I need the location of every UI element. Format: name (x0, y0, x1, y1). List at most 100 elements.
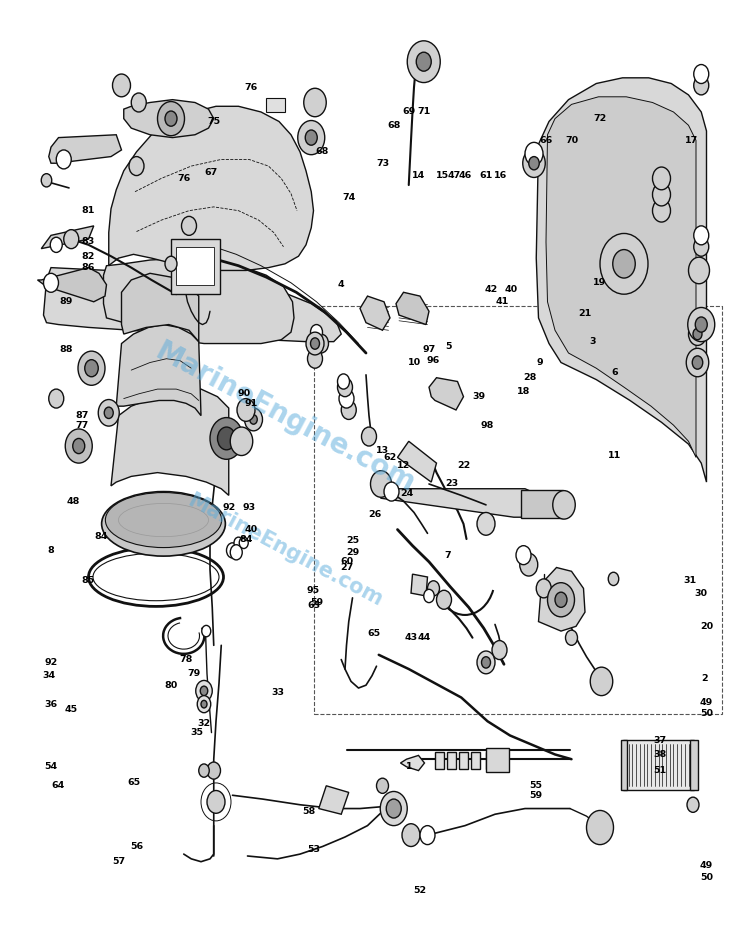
Text: 47: 47 (447, 171, 460, 180)
Text: MarineEngine.com: MarineEngine.com (184, 491, 386, 610)
Bar (621, 740, 627, 790)
Polygon shape (396, 292, 429, 325)
Text: 93: 93 (242, 503, 256, 512)
Circle shape (555, 592, 567, 607)
Text: 33: 33 (271, 688, 284, 698)
Text: 64: 64 (52, 781, 65, 791)
Text: 41: 41 (496, 297, 509, 307)
Circle shape (308, 349, 322, 368)
Circle shape (158, 102, 184, 136)
Polygon shape (49, 135, 122, 163)
Text: 34: 34 (42, 671, 56, 680)
Circle shape (338, 378, 352, 397)
Text: 30: 30 (694, 588, 708, 598)
Text: 38: 38 (653, 750, 667, 759)
Text: 46: 46 (458, 171, 472, 180)
Text: 44: 44 (417, 633, 430, 642)
Bar (447, 752, 456, 769)
Text: 88: 88 (59, 344, 73, 354)
Text: 50: 50 (700, 873, 713, 883)
Text: 63: 63 (307, 601, 320, 610)
Circle shape (65, 429, 92, 463)
Text: 23: 23 (445, 479, 458, 489)
Bar (622, 740, 694, 790)
Text: 9: 9 (537, 358, 543, 367)
Bar (495, 752, 504, 769)
Polygon shape (319, 786, 349, 814)
Circle shape (64, 230, 79, 249)
Polygon shape (398, 441, 436, 482)
Circle shape (56, 150, 71, 169)
Text: 92: 92 (44, 658, 58, 667)
Text: 4: 4 (338, 280, 344, 289)
Text: 59: 59 (310, 598, 323, 607)
Circle shape (362, 427, 376, 446)
Text: 72: 72 (593, 114, 607, 123)
Circle shape (477, 651, 495, 674)
Circle shape (652, 199, 670, 222)
Text: 13: 13 (376, 446, 389, 456)
Text: 35: 35 (190, 728, 203, 737)
Text: 57: 57 (112, 857, 125, 866)
Text: 76: 76 (177, 174, 190, 183)
Polygon shape (111, 389, 229, 495)
Text: 58: 58 (302, 807, 316, 816)
Polygon shape (124, 100, 214, 138)
Circle shape (520, 553, 538, 576)
Circle shape (529, 157, 539, 170)
Circle shape (688, 257, 709, 284)
Circle shape (250, 415, 257, 424)
Text: 84: 84 (239, 534, 253, 544)
Text: 55: 55 (530, 781, 543, 791)
Circle shape (234, 537, 243, 549)
Text: 1: 1 (406, 762, 412, 772)
Circle shape (694, 237, 709, 256)
Circle shape (226, 543, 238, 558)
Polygon shape (109, 106, 314, 270)
Text: 29: 29 (346, 548, 359, 557)
Text: 77: 77 (76, 420, 89, 430)
Circle shape (112, 74, 130, 97)
Circle shape (41, 174, 52, 187)
Circle shape (196, 680, 212, 701)
Circle shape (339, 389, 354, 408)
Text: 54: 54 (44, 762, 58, 772)
Text: 83: 83 (82, 237, 95, 247)
Circle shape (492, 641, 507, 660)
Polygon shape (381, 489, 540, 517)
Circle shape (692, 356, 703, 369)
Text: 89: 89 (59, 297, 73, 307)
Circle shape (201, 700, 207, 708)
Bar (435, 752, 444, 769)
Text: 7: 7 (445, 550, 451, 560)
Circle shape (694, 76, 709, 95)
Circle shape (402, 824, 420, 847)
Circle shape (516, 546, 531, 565)
Circle shape (200, 686, 208, 696)
Text: 39: 39 (472, 392, 485, 401)
Text: 51: 51 (653, 766, 667, 775)
Circle shape (165, 111, 177, 126)
Text: 62: 62 (383, 453, 397, 462)
Text: 84: 84 (94, 531, 108, 541)
Circle shape (305, 130, 317, 145)
Circle shape (207, 762, 220, 779)
Text: 60: 60 (340, 557, 353, 567)
Circle shape (338, 374, 350, 389)
Circle shape (424, 589, 434, 603)
Circle shape (482, 657, 490, 668)
Circle shape (306, 332, 324, 355)
Circle shape (210, 418, 243, 459)
Text: 45: 45 (64, 705, 78, 715)
Circle shape (566, 630, 578, 645)
Circle shape (536, 579, 551, 598)
Circle shape (548, 583, 574, 617)
Circle shape (686, 348, 709, 377)
Circle shape (49, 389, 64, 408)
Circle shape (182, 216, 196, 235)
Circle shape (693, 328, 702, 340)
Text: 98: 98 (481, 420, 494, 430)
Text: 32: 32 (197, 718, 211, 728)
Text: 43: 43 (404, 633, 418, 642)
Bar (459, 752, 468, 769)
